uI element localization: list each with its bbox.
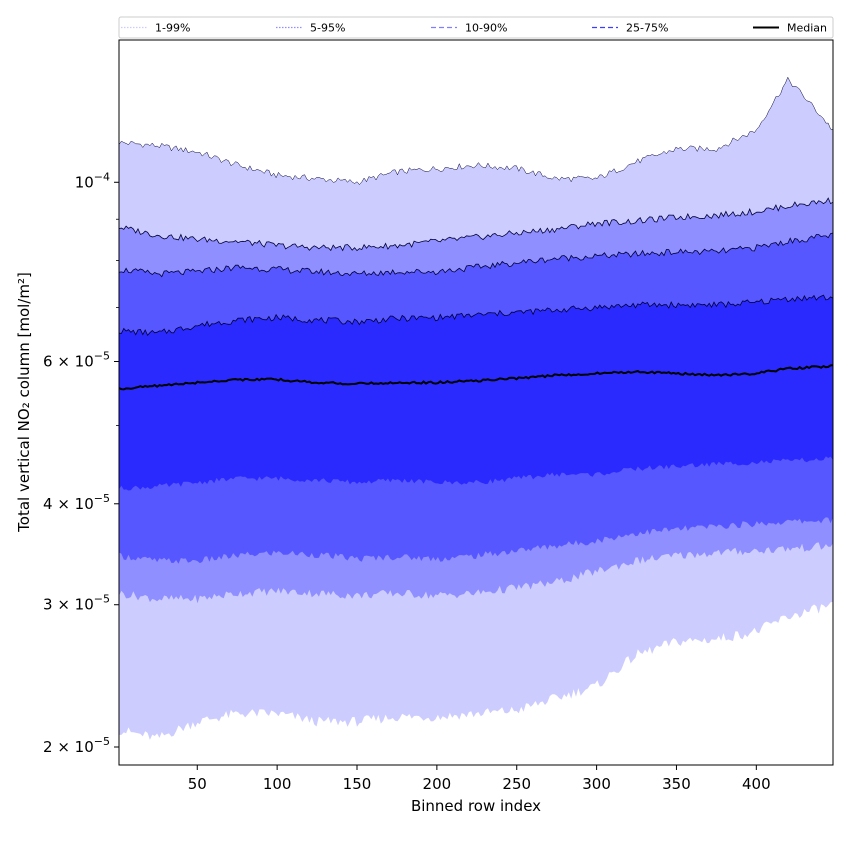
band-upper-edge-10-90%: [118, 232, 834, 278]
percentile-bands: [118, 76, 834, 740]
plot-area-frame: [118, 39, 834, 766]
band-upper-edge-25-75%: [118, 294, 834, 337]
x-tick-label-100: 100: [263, 775, 292, 793]
band-upper-edge-1-99%: [118, 76, 834, 185]
legend-box: [118, 16, 834, 39]
legend: 1-99% 5-95% 10-90% 25-75% Median: [118, 16, 834, 39]
band-25-75%: [119, 295, 833, 491]
band-upper-edge-5-95%: [118, 197, 834, 252]
y-axis-label: Total vertical NO₂ column [mol/m²]: [15, 272, 33, 533]
y-tick-label-6: 6 × 10−5: [43, 350, 110, 371]
x-tick-label-200: 200: [423, 775, 452, 793]
y-tick-label-2: 2 × 10−5: [43, 735, 110, 756]
legend-label-10-90%: 10-90%: [465, 22, 507, 35]
x-tick-label-400: 400: [742, 775, 771, 793]
y-tick-label-4: 4 × 10−5: [43, 492, 110, 513]
y-tick-label-10: 10−4: [75, 170, 110, 191]
y-tick-label-3: 3 × 10−5: [43, 593, 110, 614]
legend-label-5-95%: 5-95%: [310, 22, 345, 35]
y-axis-ticks: 2 × 10−5 3 × 10−5 4 × 10−5 6 × 10−5 10−4: [43, 170, 119, 756]
median-series: [118, 364, 834, 391]
x-axis-label: Binned row index: [411, 797, 541, 815]
x-tick-label-50: 50: [188, 775, 207, 793]
x-tick-label-350: 350: [662, 775, 691, 793]
median-line: [118, 364, 834, 391]
x-tick-label-250: 250: [502, 775, 531, 793]
x-axis-ticks: 50 100 150 200 250 300 350 400: [188, 765, 771, 793]
x-tick-label-300: 300: [582, 775, 611, 793]
legend-label-25-75%: 25-75%: [626, 22, 668, 35]
legend-label-Median: Median: [787, 22, 827, 35]
legend-label-1-99%: 1-99%: [155, 22, 190, 35]
x-tick-label-150: 150: [343, 775, 372, 793]
